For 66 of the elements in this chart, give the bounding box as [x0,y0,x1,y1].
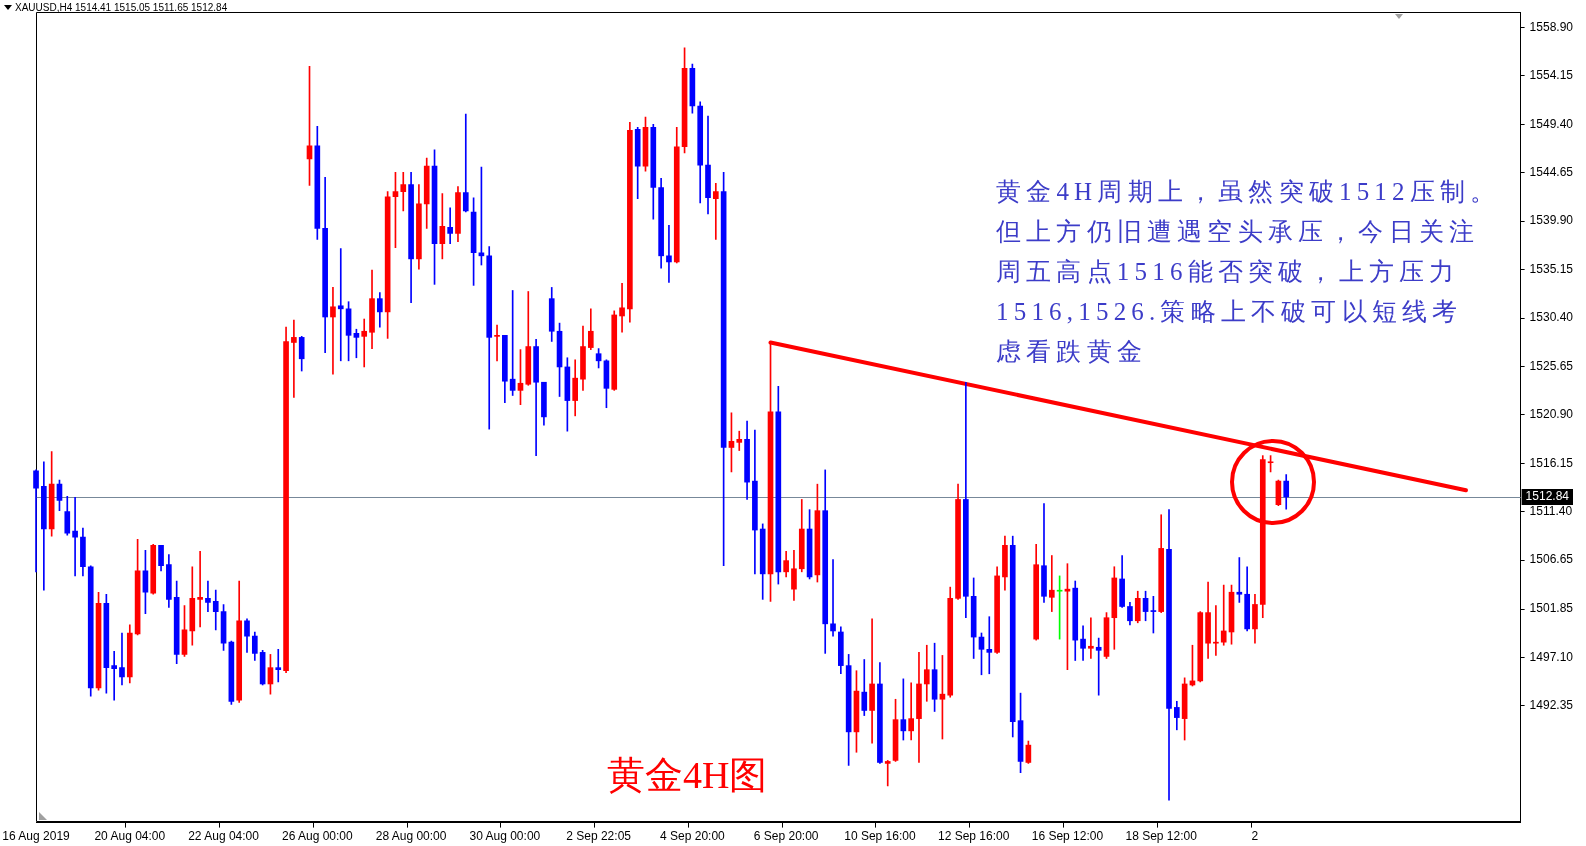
candlestick [111,651,117,701]
candlestick [1095,637,1102,696]
candlestick [1213,605,1219,656]
annotation: 周五高点1516能否突破，上方压力 [996,257,1460,287]
candlestick [447,207,453,244]
x-tick-label: 28 Aug 00:00 [375,829,447,844]
chart-title: XAUUSD,H4 1514.41 1515.05 1511.65 1512.84 [15,1,228,14]
annotation: 黄金4H图 [607,753,768,798]
candlestick [337,248,344,362]
candlestick [330,287,336,375]
y-tick-label: 1511.40 [1529,504,1573,518]
y-tick-label: 1520.90 [1529,407,1574,422]
candlestick [986,616,993,675]
candlestick [119,632,125,686]
candlestick [736,430,743,451]
candlestick [619,283,625,333]
candlestick [666,224,672,283]
candlestick [291,319,297,398]
candlestick [712,183,719,240]
y-tick-label: 1554.15 [1529,68,1574,83]
candlestick [197,551,203,628]
x-tick-label: 16 Aug 2019 [2,829,71,844]
candlestick [205,580,211,612]
candlestick [1088,617,1094,659]
candlestick [361,318,368,368]
x-tick-label: 18 Sep 12:00 [1125,829,1198,844]
y-tick-label: 1516.15 [1529,455,1574,470]
x-tick-label: 2 Sep 22:05 [566,829,632,844]
y-tick-label: 1530.40 [1529,310,1574,325]
x-tick-label: 22 Aug 04:00 [188,829,260,844]
x-tick-label: 16 Sep 12:00 [1031,829,1104,844]
y-tick-label: 1539.90 [1529,213,1574,228]
y-tick-label: 1558.90 [1529,19,1574,34]
candlestick [830,559,836,637]
x-tick-label: 26 Aug 00:00 [281,829,354,844]
x-tick-label: 10 Sep 16:00 [844,829,916,844]
annotation: 虑看跌黄金 [996,337,1147,367]
x-tick-label: 30 Aug 00:00 [469,829,541,844]
ref-line-label: 1512.84 [1525,489,1570,504]
y-tick-label: 1549.40 [1529,116,1574,131]
candlestick [462,113,469,213]
candlestick [400,171,407,212]
y-tick-label: 1535.15 [1529,261,1574,276]
y-tick-label: 1497.10 [1529,649,1574,664]
x-tick-label: 4 Sep 20:00 [660,829,726,844]
candlestick [908,682,914,741]
candlestick [275,648,282,683]
y-tick-label: 1492.35 [1529,698,1574,713]
y-tick-label: 1506.65 [1529,552,1574,567]
x-tick-label: 20 Aug 04:00 [94,829,166,844]
x-tick-label: 12 Sep 16:00 [937,829,1010,844]
annotation: 但上方仍旧遭遇空头承压，今日关注 [996,217,1480,247]
y-tick-label: 1544.65 [1529,165,1574,180]
annotation: 1516,1526.策略上不破可以短线考 [996,297,1463,327]
candlestick [494,324,500,362]
candlestick [1220,584,1227,646]
candlestick [72,497,78,577]
candlestick [869,618,875,744]
y-tick-label: 1501.85 [1529,601,1574,616]
candlestick [884,760,891,787]
x-tick-label: 6 Sep 20:00 [753,829,819,844]
annotation: 黄金4H周期上，虽然突破1512压制。 [996,177,1501,207]
y-tick-label: 1525.65 [1529,358,1574,373]
candlestick [1048,555,1055,612]
candlestick [33,469,39,573]
x-tick-label: 2 [1251,829,1259,844]
